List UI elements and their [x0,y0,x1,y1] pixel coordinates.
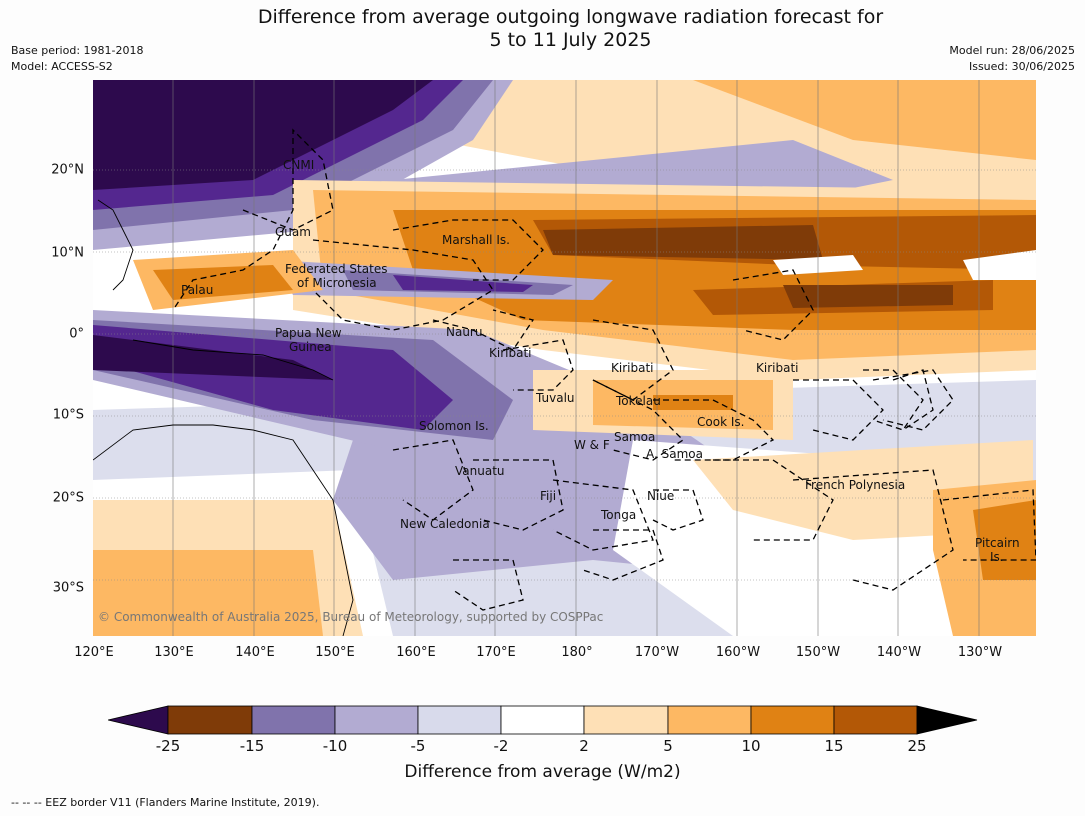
cbar-tick: -5 [410,737,426,755]
lon-tick: 180° [561,645,593,660]
label-american-samoa: A. Samoa [646,447,703,461]
label-cnmi: CNMI [283,158,315,172]
map-panel [93,80,1036,636]
cbar-over-arrow [916,705,978,735]
meta-right: Model run: 28/06/2025 Issued: 30/06/2025 [949,43,1075,75]
cbar-tick: 10 [741,737,761,755]
cbar-tick: -15 [239,737,265,755]
label-pitcairn-line2: Is. [990,550,1004,564]
lon-tick: 130°W [957,645,1003,660]
title-line-2: 5 to 11 July 2025 [489,29,652,51]
cbar-tick: -2 [493,737,509,755]
label-kiribati-west: Kiribati [489,346,532,360]
eez-footnote: -- -- -- EEZ border V11 (Flanders Marine… [11,796,320,809]
label-french-polynesia: French Polynesia [805,478,906,492]
label-nauru: Nauru [446,325,483,339]
lat-tick: 20°S [52,490,84,506]
label-kiribati-central: Kiribati [611,361,654,375]
label-niue: Niue [647,489,675,503]
base-period: Base period: 1981-2018 [11,44,144,57]
map-title: Difference from average outgoing longwav… [0,6,1085,52]
cbar-tick: 15 [824,737,844,755]
cbar-tick: 25 [907,737,927,755]
label-marshall: Marshall Is. [442,233,510,247]
label-samoa: Samoa [614,430,656,444]
label-cook: Cook Is. [697,415,745,429]
copyright-credit: © Commonwealth of Australia 2025, Bureau… [98,610,604,624]
lon-tick: 140°W [876,645,922,660]
label-palau: Palau [181,283,214,297]
lon-tick: 160°E [396,645,436,660]
cbar-under-arrow [108,705,169,735]
colorbar [108,705,978,735]
cbar-seg [667,705,752,735]
cbar-seg [334,705,419,735]
meta-left: Base period: 1981-2018 Model: ACCESS-S2 [11,43,143,75]
cbar-tick: 5 [663,737,673,755]
model-run: Model run: 28/06/2025 [949,44,1075,57]
cbar-seg [167,705,253,735]
lat-tick: 20°N [51,162,84,178]
label-tonga: Tonga [601,508,637,522]
label-kiribati-east: Kiribati [756,361,799,375]
lat-tick: 0° [69,326,84,342]
issued-date: Issued: 30/06/2025 [968,60,1075,73]
cbar-tick: 2 [579,737,589,755]
cbar-tick: -10 [322,737,348,755]
label-vanuatu: Vanuatu [455,464,505,478]
label-new-caledonia: New Caledonia [400,517,490,531]
label-solomon: Solomon Is. [419,419,489,433]
lon-tick: 160°W [715,645,761,660]
label-pitcairn-line1: Pitcairn [975,536,1020,550]
label-png-line2: Guinea [289,340,332,354]
lat-tick: 10°N [51,245,84,261]
cbar-tick: -25 [155,737,181,755]
lon-tick: 140°E [235,645,275,660]
label-fiji: Fiji [540,489,557,503]
lon-tick: 170°E [476,645,516,660]
label-guam: Guam [275,225,311,239]
colorbar-label: Difference from average (W/m2) [404,762,681,782]
label-fsm-line2: of Micronesia [297,276,377,290]
lat-tick: 10°S [52,407,84,423]
cbar-seg [750,705,835,735]
cbar-seg [500,705,585,735]
lon-tick: 150°W [795,645,841,660]
lon-tick: 170°W [634,645,680,660]
anomaly-field [93,80,1036,636]
label-tokelau: Tokelau [616,394,661,408]
label-fsm-line1: Federated States [285,262,388,276]
title-line-1: Difference from average outgoing longwav… [257,6,884,28]
cbar-seg [251,705,336,735]
label-tuvalu: Tuvalu [536,391,575,405]
label-png-line1: Papua New [275,326,342,340]
lon-tick: 130°E [154,645,194,660]
lat-tick: 30°S [52,580,84,596]
lon-tick: 120°E [74,645,114,660]
cbar-seg [833,705,918,735]
label-wallis-futuna: W & F [574,438,610,452]
lon-tick: 150°E [315,645,355,660]
model-name: Model: ACCESS-S2 [11,60,113,73]
cbar-seg [583,705,669,735]
cbar-seg [417,705,502,735]
